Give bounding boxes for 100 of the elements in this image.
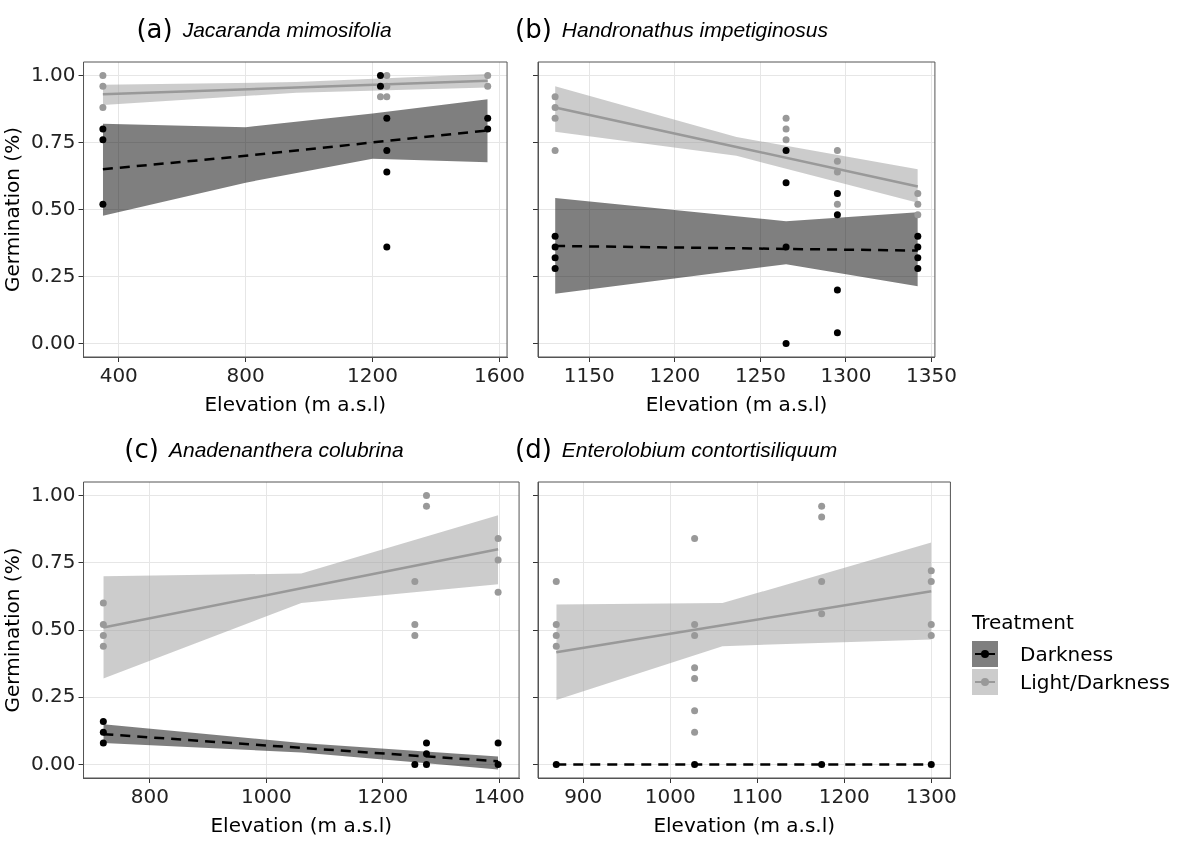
point <box>99 136 107 144</box>
y-tick-label: 0.00 <box>31 750 76 775</box>
x-tick-label: 1200 <box>357 784 409 809</box>
point <box>552 631 560 639</box>
point <box>782 136 790 144</box>
point <box>782 125 790 133</box>
point <box>494 556 502 564</box>
y-tick-label: 0.75 <box>31 548 76 573</box>
point <box>383 71 391 79</box>
chart-subtitle: Jacaranda mimosifolia <box>182 18 392 43</box>
point <box>818 610 826 618</box>
point <box>422 750 430 758</box>
point <box>376 71 384 79</box>
point <box>383 114 391 122</box>
point <box>927 567 935 575</box>
point <box>383 147 391 154</box>
chart-subtitle: Enterolobium contortisiliquum <box>561 438 838 463</box>
point <box>833 147 841 154</box>
point <box>914 200 922 208</box>
y-tick-label: 0.50 <box>31 616 76 641</box>
point <box>833 211 841 219</box>
x-tick-label: 1300 <box>820 363 872 388</box>
point <box>552 642 560 650</box>
point <box>833 189 841 197</box>
point <box>927 631 935 639</box>
x-axis-title: Elevation (m a.s.l) <box>653 813 836 838</box>
y-tick-label: 1.00 <box>31 61 76 86</box>
point <box>833 157 841 165</box>
point <box>383 243 391 251</box>
point <box>422 502 430 510</box>
y-tick-label: 0.25 <box>31 262 76 287</box>
point <box>782 114 790 122</box>
point <box>551 265 559 272</box>
point <box>691 674 699 682</box>
chart-title: (a) <box>136 14 173 44</box>
point <box>551 232 559 240</box>
x-tick-label: 1200 <box>347 363 398 388</box>
y-tick-label: 0.50 <box>31 195 76 220</box>
point <box>833 329 841 337</box>
point <box>927 761 935 769</box>
point <box>914 189 922 197</box>
point <box>914 254 922 262</box>
point <box>691 707 699 715</box>
point <box>914 232 922 240</box>
x-tick-label: 1300 <box>905 784 957 809</box>
point <box>383 82 391 90</box>
y-axis-title: Germination (%) <box>0 547 25 713</box>
legend-label: Darkness <box>1020 642 1114 666</box>
point <box>914 265 922 272</box>
point <box>914 211 922 219</box>
y-tick-label: 0.75 <box>31 128 76 153</box>
point <box>99 104 107 112</box>
x-axis-title: Elevation (m a.s.l) <box>204 392 387 417</box>
x-tick-label: 1600 <box>473 363 525 388</box>
x-tick-label: 800 <box>130 784 169 809</box>
point <box>494 535 502 543</box>
x-tick-label: 800 <box>226 363 265 388</box>
point <box>99 599 107 607</box>
point <box>376 93 384 101</box>
point <box>691 761 699 769</box>
chart-subtitle: Anadenanthera colubrina <box>168 438 404 463</box>
point <box>99 631 107 639</box>
x-tick-label: 400 <box>99 363 138 388</box>
x-tick-label: 1200 <box>649 363 701 388</box>
point <box>833 286 841 294</box>
point <box>691 621 699 629</box>
x-tick-label: 900 <box>564 784 603 809</box>
point <box>782 147 790 154</box>
x-tick-label: 1000 <box>240 784 292 809</box>
point <box>818 578 826 586</box>
legend-title: Treatment <box>972 610 1075 634</box>
point <box>833 168 841 176</box>
point <box>833 200 841 208</box>
point <box>422 739 430 747</box>
chart-subtitle: Handronathus impetiginosus <box>561 18 828 43</box>
point <box>551 104 559 112</box>
point <box>99 82 107 90</box>
point <box>691 631 699 639</box>
point <box>551 254 559 262</box>
point <box>552 761 560 769</box>
point <box>383 93 391 101</box>
x-tick-label: 1250 <box>734 363 786 388</box>
point <box>411 621 419 629</box>
point <box>484 114 492 122</box>
point <box>99 125 107 133</box>
chart-title: (b) <box>515 14 552 44</box>
point <box>383 168 391 176</box>
point <box>99 739 107 747</box>
x-tick-label: 1100 <box>731 784 783 809</box>
point <box>551 114 559 122</box>
point <box>818 502 826 510</box>
x-tick-label: 1000 <box>644 784 696 809</box>
point <box>376 82 384 90</box>
point <box>99 728 107 736</box>
legend-label: Light/Darkness <box>1020 670 1170 694</box>
point <box>99 717 107 725</box>
point <box>818 761 826 769</box>
point <box>552 578 560 586</box>
point <box>494 588 502 596</box>
chart-title: (d) <box>515 434 552 464</box>
